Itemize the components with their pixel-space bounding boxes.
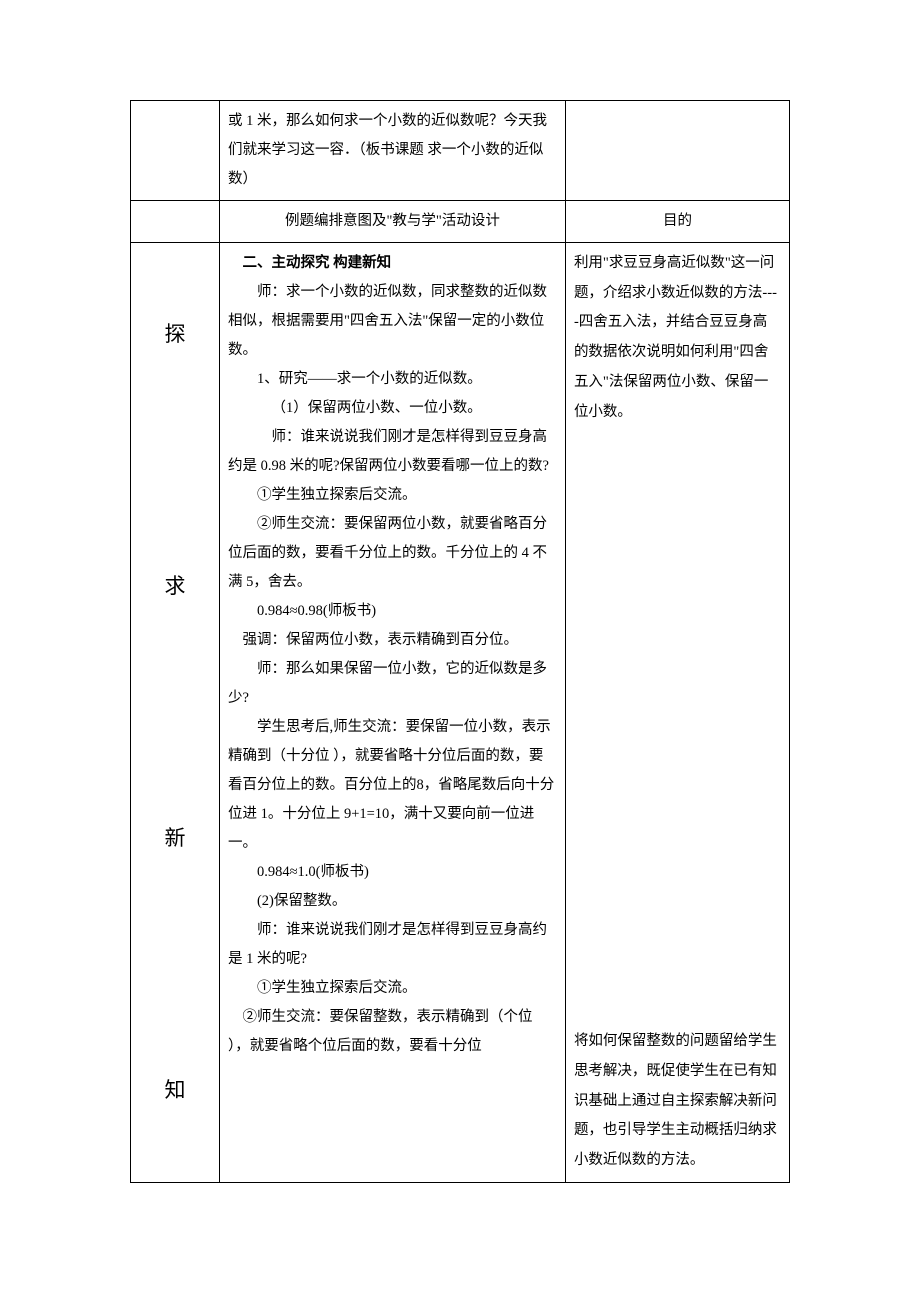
para: 师：谁来说说我们刚才是怎样得到豆豆身高约是 1 米的呢?: [228, 916, 557, 974]
cell-purpose-content: 利用"求豆豆身高近似数"这一问题，介绍求小数近似数的方法----四舍五入法，并结…: [565, 243, 789, 1183]
table-row: 或 1 米，那么如何求一个小数的近似数呢？今天我们就来学习这一容．（板书课题 求…: [131, 101, 790, 201]
para: 0.984≈0.98(师板书): [228, 597, 557, 626]
para: ①学生独立探索后交流。: [228, 481, 557, 510]
cell-side-label: 探求新知: [131, 243, 220, 1183]
document-page: 或 1 米，那么如何求一个小数的近似数呢？今天我们就来学习这一容．（板书课题 求…: [0, 0, 920, 1283]
header-purpose: 目的: [663, 213, 692, 229]
header-activity-design: 例题编排意图及"教与学"活动设计: [285, 213, 500, 229]
side-label-text: 探求新知: [164, 322, 185, 1102]
table-row: 例题编排意图及"教与学"活动设计 目的: [131, 201, 790, 243]
para: 强调：保留两位小数，表示精确到百分位。: [228, 626, 557, 655]
cell-header-c2: 例题编排意图及"教与学"活动设计: [219, 201, 565, 243]
section-heading: 二、主动探究 构建新知: [228, 249, 557, 278]
cell-r1c1: [131, 101, 220, 201]
para: ②师生交流：要保留整数，表示精确到（个位 ），就要省略个位后面的数，要看十分位: [228, 1003, 557, 1061]
intro-text: 或 1 米，那么如何求一个小数的近似数呢？今天我们就来学习这一容．（板书课题 求…: [228, 107, 557, 194]
cell-r1c3: [565, 101, 789, 201]
para: 0.984≈1.0(师板书): [228, 858, 557, 887]
cell-r1c2: 或 1 米，那么如何求一个小数的近似数呢？今天我们就来学习这一容．（板书课题 求…: [219, 101, 565, 201]
purpose-para-2: 将如何保留整数的问题留给学生思考解决，既促使学生在已有知识基础上通过自主探索解决…: [574, 1027, 781, 1176]
para: (2)保留整数。: [228, 887, 557, 916]
lesson-table: 或 1 米，那么如何求一个小数的近似数呢？今天我们就来学习这一容．（板书课题 求…: [130, 100, 790, 1183]
para: ①学生独立探索后交流。: [228, 974, 557, 1003]
cell-main-content: 二、主动探究 构建新知 师：求一个小数的近似数，同求整数的近似数相似，根据需要用…: [219, 243, 565, 1183]
table-row: 探求新知 二、主动探究 构建新知 师：求一个小数的近似数，同求整数的近似数相似，…: [131, 243, 790, 1183]
spacer: [574, 427, 781, 1027]
purpose-para-1: 利用"求豆豆身高近似数"这一问题，介绍求小数近似数的方法----四舍五入法，并结…: [574, 249, 781, 427]
para: 师：谁来说说我们刚才是怎样得到豆豆身高约是 0.98 米的呢?保留两位小数要看哪…: [228, 423, 557, 481]
para: 师：那么如果保留一位小数，它的近似数是多少?: [228, 655, 557, 713]
para: （1）保留两位小数、一位小数。: [228, 394, 557, 423]
para: 学生思考后,师生交流：要保留一位小数，表示精确到（十分位 ），就要省略十分位后面…: [228, 713, 557, 858]
cell-header-c3: 目的: [565, 201, 789, 243]
cell-header-c1: [131, 201, 220, 243]
para: 1、研究——求一个小数的近似数。: [228, 365, 557, 394]
para: ②师生交流：要保留两位小数，就要省略百分位后面的数，要看千分位上的数。千分位上的…: [228, 510, 557, 597]
para: 师：求一个小数的近似数，同求整数的近似数相似，根据需要用"四舍五入法"保留一定的…: [228, 278, 557, 365]
